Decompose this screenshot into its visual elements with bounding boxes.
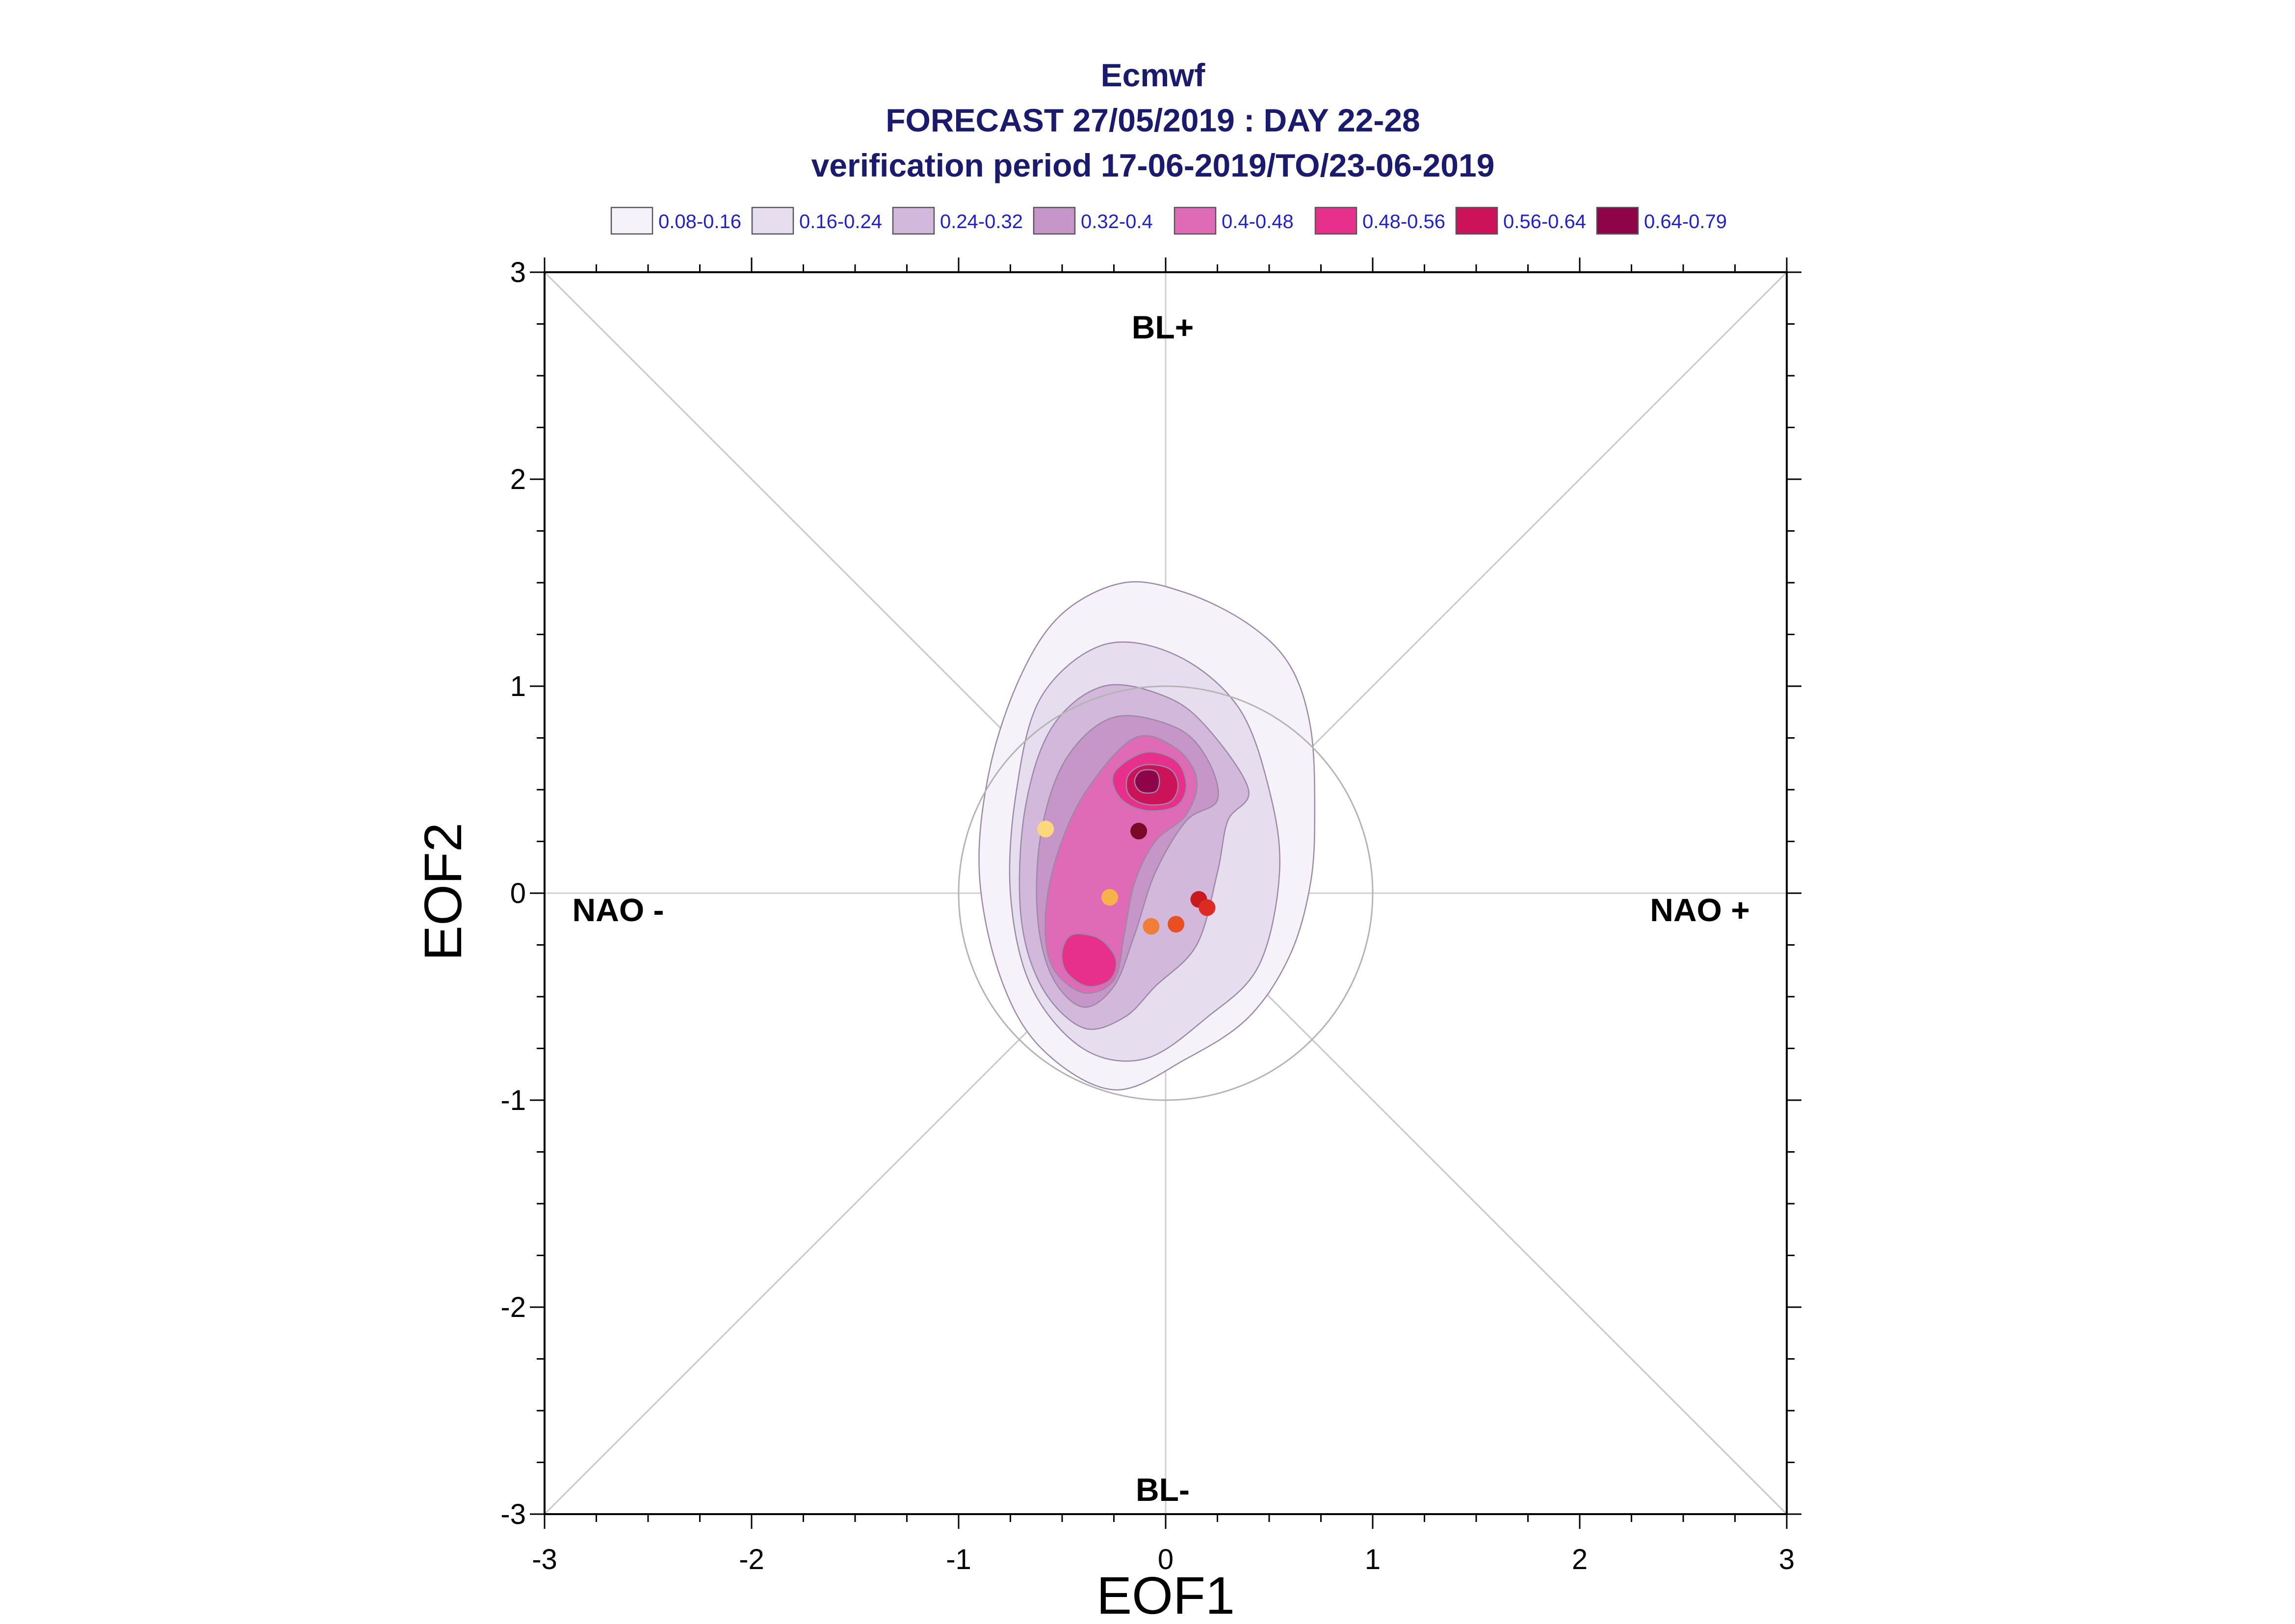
x-tick-label-0: -3 (532, 1544, 557, 1575)
x-axis-title: EOF1 (1096, 1566, 1235, 1624)
legend-label-6: 0.56-0.64 (1503, 211, 1586, 232)
regime-label-nao-plus: NAO + (1650, 892, 1750, 928)
data-point-2 (1143, 918, 1160, 935)
x-tick-label-1: -2 (739, 1544, 764, 1575)
plot-area (544, 271, 1788, 1515)
regime-label-nao-minus: NAO - (573, 892, 664, 928)
y-tick-label-1: -2 (500, 1291, 526, 1323)
x-tick-label-5: 2 (1572, 1544, 1588, 1575)
legend-swatch-7 (1596, 206, 1639, 235)
x-tick-label-3: 0 (1158, 1544, 1174, 1575)
regime-label-bl-minus: BL- (1136, 1471, 1190, 1508)
regime-label-bl-plus: BL+ (1132, 309, 1194, 345)
density-contour-7-0 (1134, 769, 1160, 794)
title-line-2: FORECAST 27/05/2019 : DAY 22-28 (886, 102, 1420, 138)
density-contour-5-1 (1061, 933, 1117, 987)
y-tick-label-6: 3 (510, 257, 526, 288)
legend-swatch-0 (610, 206, 653, 235)
legend-swatch-3 (1033, 206, 1076, 235)
reference-circle (958, 685, 1374, 1101)
data-point-1 (1101, 889, 1119, 906)
data-point-6 (1199, 899, 1216, 916)
y-tick-label-3: 0 (510, 877, 526, 909)
data-point-3 (1168, 916, 1185, 933)
x-tick-label-6: 3 (1779, 1544, 1795, 1575)
y-tick-label-4: 1 (510, 670, 526, 702)
legend-label-5: 0.48-0.56 (1362, 211, 1445, 232)
regime-labels: BL+ BL- NAO - NAO + (573, 309, 1750, 1508)
legend-swatch-1 (751, 206, 794, 235)
axis-labels: EOF1 EOF2 (413, 823, 1235, 1624)
title-line-1: Ecmwf (1101, 57, 1206, 93)
legend-label-1: 0.16-0.24 (799, 211, 882, 232)
x-tick-label-4: 1 (1365, 1544, 1381, 1575)
legend-label-4: 0.4-0.48 (1222, 211, 1294, 232)
legend: 0.08-0.16 0.16-0.24 0.24-0.32 0.32-0.4 0.4-0… (610, 206, 1727, 235)
y-axis-title: EOF2 (413, 823, 472, 961)
legend-label-0: 0.08-0.16 (658, 211, 741, 232)
y-tick-label-2: -1 (500, 1084, 526, 1116)
y-tick-label-5: 2 (510, 464, 526, 495)
chart-title: Ecmwf FORECAST 27/05/2019 : DAY 22-28 ve… (811, 57, 1495, 183)
x-tick-label-2: -1 (946, 1544, 971, 1575)
y-tick-label-0: -3 (500, 1498, 526, 1530)
axes: -3-3 -2 -2 -1 -1 0 0 1 1 2 2 3 3 (500, 257, 1801, 1575)
legend-label-3: 0.32-0.4 (1081, 211, 1153, 232)
legend-swatch-6 (1455, 206, 1498, 235)
data-point-4 (1130, 823, 1148, 840)
legend-label-7: 0.64-0.79 (1644, 211, 1727, 232)
data-point-0 (1037, 821, 1054, 838)
legend-swatch-4 (1174, 206, 1217, 235)
legend-swatch-2 (892, 206, 935, 235)
legend-label-2: 0.24-0.32 (940, 211, 1023, 232)
title-line-3: verification period 17-06-2019/TO/23-06-… (811, 147, 1495, 183)
legend-swatch-5 (1314, 206, 1357, 235)
